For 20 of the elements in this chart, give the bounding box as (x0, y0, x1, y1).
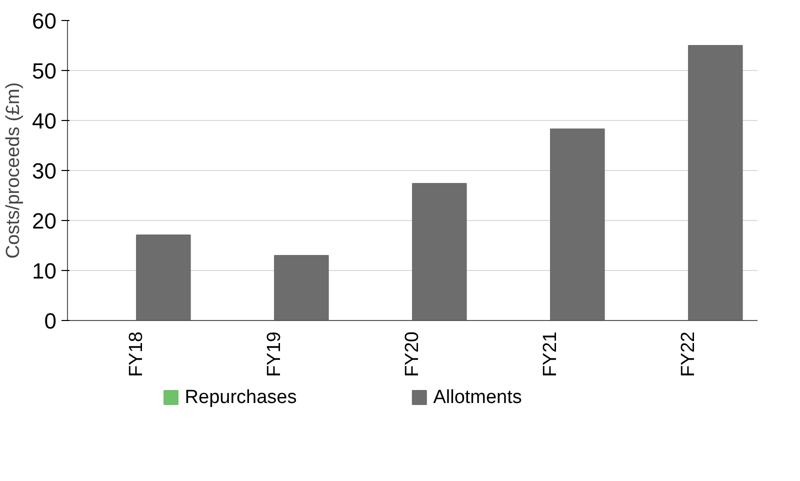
x-tick-label: FY22 (678, 331, 699, 377)
y-tick-label: 30 (32, 158, 57, 184)
y-axis-title: Costs/proceeds (£m) (3, 82, 24, 259)
x-tick-label: FY19 (264, 331, 285, 377)
bar (412, 183, 467, 320)
y-tick-label: 0 (44, 308, 57, 334)
x-tick-label: FY20 (402, 331, 423, 377)
x-tick-label: FY21 (540, 331, 561, 377)
bar (550, 128, 605, 320)
y-tick-label: 60 (32, 8, 57, 34)
bar (274, 255, 329, 320)
legend-label: Repurchases (184, 387, 297, 408)
y-tick-label: 40 (32, 108, 57, 134)
legend-label: Allotments (433, 387, 522, 408)
y-tick-label: 10 (32, 258, 57, 284)
y-tick-label: 20 (32, 208, 57, 234)
x-tick-label: FY18 (126, 331, 147, 377)
y-tick-label: 50 (32, 58, 57, 84)
bar (688, 45, 743, 320)
bar (136, 234, 191, 320)
